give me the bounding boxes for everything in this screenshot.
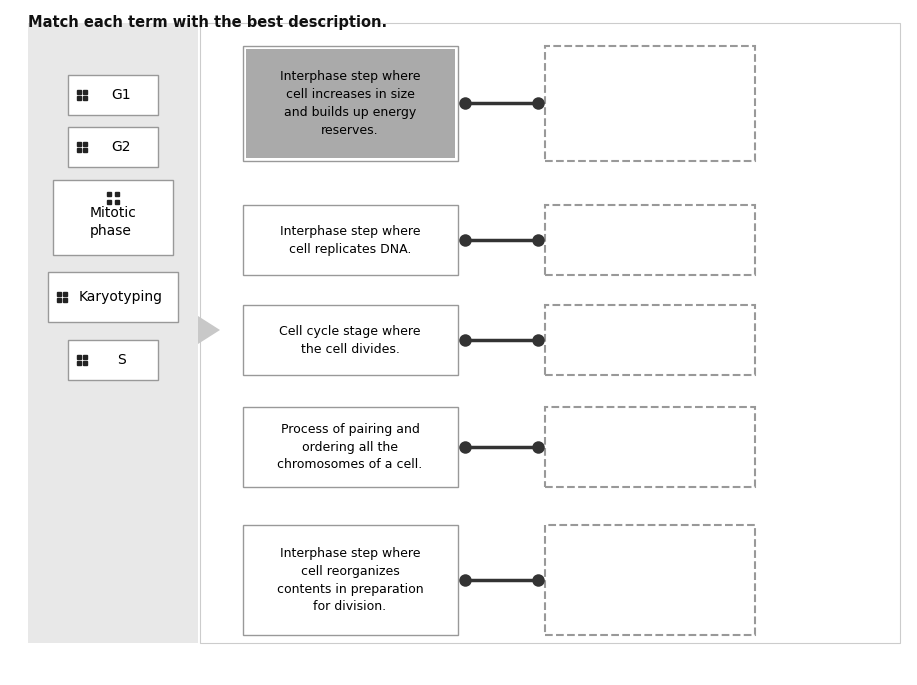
FancyBboxPatch shape <box>68 127 158 167</box>
Text: G2: G2 <box>111 140 131 154</box>
FancyBboxPatch shape <box>545 305 755 375</box>
FancyBboxPatch shape <box>242 45 458 160</box>
FancyBboxPatch shape <box>242 205 458 275</box>
Text: Cell cycle stage where
the cell divides.: Cell cycle stage where the cell divides. <box>280 325 421 356</box>
Text: Interphase step where
cell increases in size
and builds up energy
reserves.: Interphase step where cell increases in … <box>280 69 420 136</box>
Text: Match each term with the best description.: Match each term with the best descriptio… <box>28 15 387 30</box>
Text: G1: G1 <box>111 88 131 102</box>
FancyBboxPatch shape <box>28 23 198 643</box>
FancyBboxPatch shape <box>53 179 173 255</box>
FancyBboxPatch shape <box>545 205 755 275</box>
Text: Karyotyping: Karyotyping <box>79 290 163 304</box>
Text: Interphase step where
cell replicates DNA.: Interphase step where cell replicates DN… <box>280 225 420 256</box>
FancyBboxPatch shape <box>545 45 755 160</box>
FancyBboxPatch shape <box>545 407 755 487</box>
FancyBboxPatch shape <box>545 525 755 635</box>
FancyBboxPatch shape <box>48 272 178 322</box>
FancyBboxPatch shape <box>200 23 900 643</box>
FancyBboxPatch shape <box>68 340 158 380</box>
Text: S: S <box>116 353 126 367</box>
FancyBboxPatch shape <box>242 525 458 635</box>
Text: Mitotic
phase: Mitotic phase <box>90 206 137 238</box>
FancyBboxPatch shape <box>246 49 455 158</box>
FancyBboxPatch shape <box>68 75 158 115</box>
Polygon shape <box>198 316 220 344</box>
FancyBboxPatch shape <box>242 407 458 487</box>
Text: Interphase step where
cell reorganizes
contents in preparation
for division.: Interphase step where cell reorganizes c… <box>277 547 424 614</box>
Text: Process of pairing and
ordering all the
chromosomes of a cell.: Process of pairing and ordering all the … <box>277 423 423 471</box>
FancyBboxPatch shape <box>242 305 458 375</box>
